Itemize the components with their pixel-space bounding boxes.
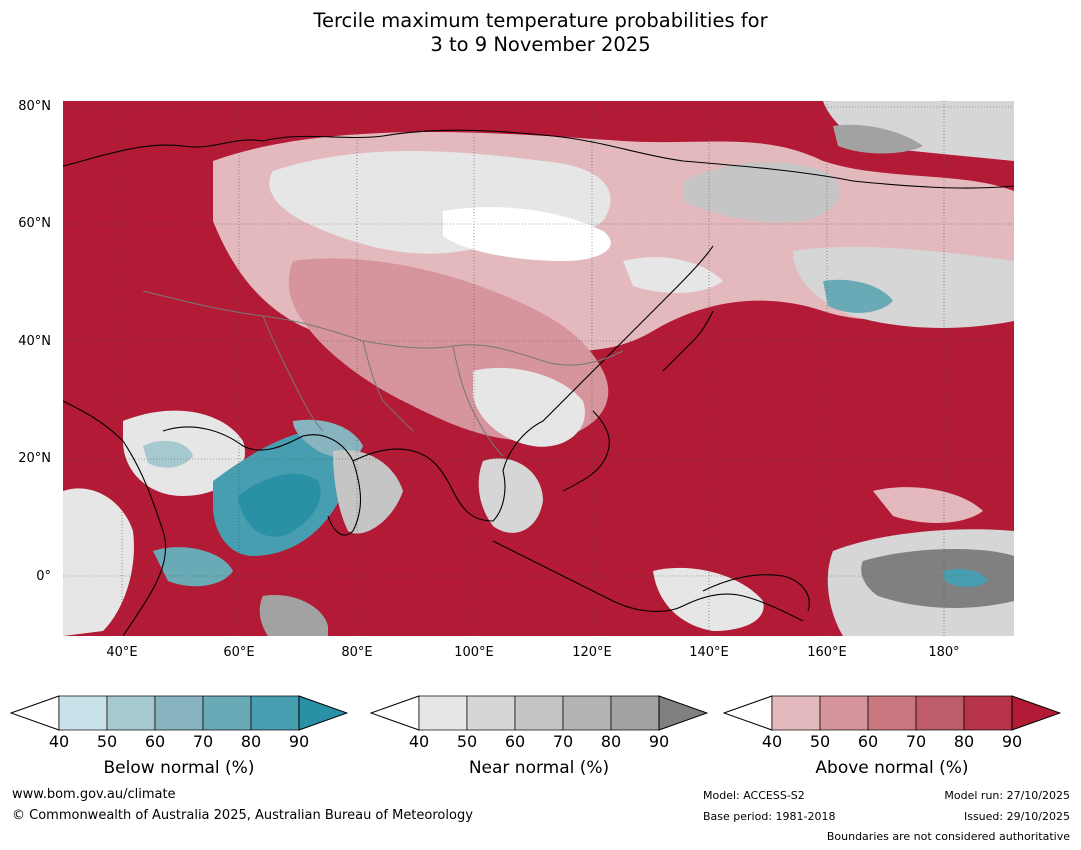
swatch-near-50 (466, 695, 516, 731)
tick-below-70: 70 (192, 732, 214, 751)
lat-label-80n: 80°N (18, 99, 51, 114)
lon-label-160e: 160°E (807, 645, 847, 660)
tick-above-80: 80 (953, 732, 975, 751)
map-canvas (63, 101, 1014, 636)
swatch-near-80 (610, 695, 660, 731)
region-north-pacific-below (823, 279, 893, 313)
tick-near-50: 50 (456, 732, 478, 751)
footer-disclaimer: Boundaries are not considered authoritat… (826, 830, 1070, 843)
tick-near-60: 60 (504, 732, 526, 751)
swatch-near-40 (418, 695, 468, 731)
tick-near-90: 90 (648, 732, 670, 751)
colorbar-near-max-arrow (658, 695, 708, 731)
region-east-africa-near (63, 488, 134, 636)
footer-issued: Issued: 29/10/2025 (963, 810, 1070, 823)
footer-website-link[interactable]: www.bom.gov.au/climate (12, 787, 176, 802)
colorbar-below-title: Below normal (%) (103, 758, 255, 778)
lon-label-120e: 120°E (572, 645, 612, 660)
region-indochina-near (478, 458, 543, 533)
region-siberia-white (443, 207, 611, 261)
tick-below-50: 50 (96, 732, 118, 751)
tick-above-90: 90 (1001, 732, 1023, 751)
colorbar-near-swatches (370, 695, 708, 731)
tick-above-40: 40 (761, 732, 783, 751)
colorbar-above-min-arrow (723, 695, 773, 731)
colorbar-above-title: Above normal (%) (815, 758, 969, 778)
swatch-above-40 (771, 695, 821, 731)
colorbar-near-min-arrow (370, 695, 420, 731)
lat-label-20n: 20°N (18, 451, 51, 466)
region-china-near (473, 367, 585, 447)
tick-below-90: 90 (288, 732, 310, 751)
swatch-above-80 (963, 695, 1013, 731)
tick-below-60: 60 (144, 732, 166, 751)
colorbar-above-swatches (723, 695, 1061, 731)
region-indonesia-near (653, 567, 764, 631)
footer-model-run: Model run: 27/10/2025 (944, 789, 1070, 802)
tick-above-70: 70 (905, 732, 927, 751)
swatch-below-60 (154, 695, 204, 731)
colorbar-below-normal (10, 695, 348, 731)
region-north-india-below (293, 419, 363, 458)
region-south-pacific-dark-near (861, 549, 1014, 608)
lon-label-60e: 60°E (223, 645, 255, 660)
swatch-below-50 (106, 695, 156, 731)
tick-near-80: 80 (600, 732, 622, 751)
swatch-near-60 (514, 695, 564, 731)
probability-map (63, 101, 1014, 636)
lon-label-80e: 80°E (341, 645, 373, 660)
region-east-siberia-near (683, 162, 841, 223)
colorbar-below-swatches (10, 695, 348, 731)
colorbar-near-title: Near normal (%) (468, 758, 610, 778)
lon-label-100e: 100°E (454, 645, 494, 660)
swatch-below-70 (202, 695, 252, 731)
region-arctic-dark-near (833, 124, 923, 154)
title-line-1: Tercile maximum temperature probabilitie… (313, 9, 768, 32)
lon-label-140e: 140°E (689, 645, 729, 660)
country-borders (142, 290, 624, 457)
colorbar-near-normal (370, 695, 708, 731)
region-india-near (333, 450, 403, 534)
graticule (63, 101, 1014, 636)
tick-near-40: 40 (408, 732, 430, 751)
tick-near-70: 70 (552, 732, 574, 751)
region-mongolia-near (623, 257, 723, 293)
region-indian-ocean-near (259, 595, 328, 636)
footer-copyright: © Commonwealth of Australia 2025, Austra… (12, 808, 473, 823)
colorbar-below-max-arrow (298, 695, 348, 731)
map-title: Tercile maximum temperature probabilitie… (0, 9, 1081, 57)
lat-label-60n: 60°N (18, 216, 51, 231)
region-arabia-below (143, 440, 193, 468)
tick-below-40: 40 (48, 732, 70, 751)
lat-label-40n: 40°N (18, 334, 51, 349)
footer-model: Model: ACCESS-S2 (703, 789, 805, 802)
region-somalia-below (153, 547, 233, 587)
tick-above-60: 60 (857, 732, 879, 751)
colorbar-above-max-arrow (1011, 695, 1061, 731)
coastlines (63, 129, 1014, 636)
region-arabian-sea-below-dark (238, 473, 321, 537)
swatch-below-80 (250, 695, 300, 731)
swatch-below-40 (58, 695, 108, 731)
colorbar-above-normal (723, 695, 1061, 731)
lon-label-40e: 40°E (106, 645, 138, 660)
swatch-above-50 (819, 695, 869, 731)
lon-label-180: 180° (928, 645, 960, 660)
title-line-2: 3 to 9 November 2025 (430, 33, 651, 56)
tick-above-50: 50 (809, 732, 831, 751)
swatch-above-70 (915, 695, 965, 731)
lat-label-0: 0° (36, 569, 51, 584)
colorbar-below-min-arrow (10, 695, 60, 731)
region-pacific-light-above (873, 487, 983, 523)
tick-below-80: 80 (240, 732, 262, 751)
swatch-near-70 (562, 695, 612, 731)
swatch-above-60 (867, 695, 917, 731)
region-south-pacific-below (943, 569, 988, 587)
footer-base-period: Base period: 1981-2018 (703, 810, 836, 823)
